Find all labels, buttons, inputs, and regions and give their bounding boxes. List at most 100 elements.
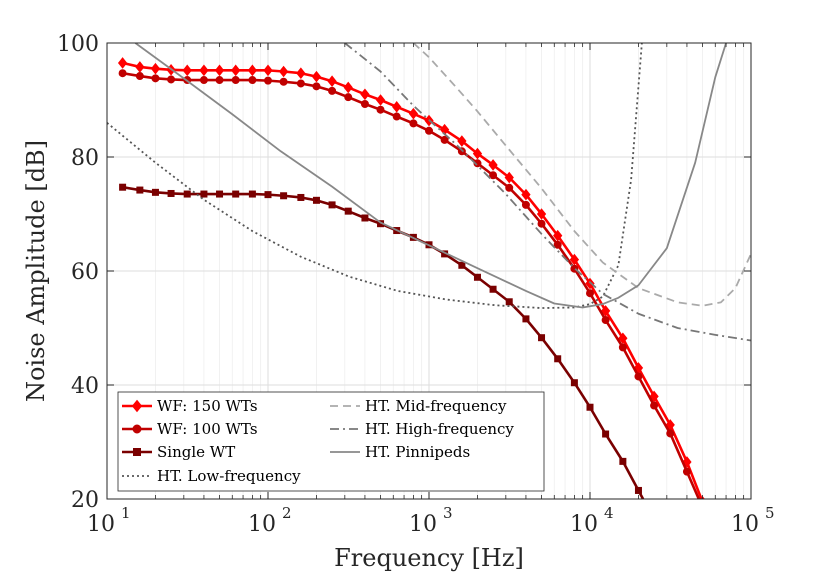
data-point (569, 253, 580, 266)
data-point (504, 171, 514, 184)
series-ht-mid-frequency (412, 43, 751, 307)
data-point (538, 334, 546, 342)
data-point (135, 61, 145, 73)
data-point (296, 67, 306, 80)
data-point (554, 355, 562, 363)
data-point (328, 86, 337, 95)
x-tick-label: 10 (248, 512, 276, 537)
data-point (119, 183, 127, 191)
data-point (553, 240, 562, 249)
data-point (666, 429, 675, 438)
data-point (570, 379, 578, 387)
data-point (618, 332, 628, 345)
y-tick-label: 20 (71, 488, 99, 513)
data-point (586, 403, 594, 411)
x-tick-label: 10 (409, 512, 437, 537)
data-point (375, 94, 386, 106)
legend-marker (132, 424, 142, 434)
axis-ticks (106, 42, 752, 500)
legend: WF: 150 WTs WF: 100 WTs Single WT HT. Low-f… (117, 391, 545, 492)
data-point (199, 76, 208, 85)
legend-entry: HT. Mid-frequency (330, 397, 507, 415)
data-point (231, 76, 240, 85)
legend-marker (131, 399, 143, 413)
data-point (649, 390, 659, 403)
x-tick-exponent: 5 (765, 504, 775, 522)
data-point (536, 208, 547, 220)
data-point (634, 486, 642, 494)
series-line (134, 43, 727, 309)
data-point (247, 64, 258, 77)
legend-label: HT. Low-frequency (157, 467, 301, 485)
data-point (279, 77, 288, 86)
legend-label: HT. Pinnipeds (365, 443, 470, 461)
data-point (650, 401, 659, 410)
data-point (328, 201, 336, 209)
legend-label: HT. Mid-frequency (365, 397, 507, 415)
data-point (216, 190, 224, 198)
data-point (457, 135, 467, 147)
legend-entry: HT. High-frequency (330, 420, 514, 438)
x-axis-title: Frequency [Hz] (334, 544, 524, 572)
data-point (297, 193, 305, 201)
data-point (376, 105, 385, 114)
data-point (489, 285, 497, 293)
data-point (182, 64, 192, 77)
y-tick-label: 40 (71, 374, 99, 399)
data-point (409, 119, 418, 128)
data-point (392, 112, 401, 121)
data-point (263, 64, 273, 77)
legend-label: HT. High-frequency (365, 420, 514, 438)
data-point (361, 214, 369, 222)
data-point (425, 126, 433, 135)
data-point (634, 372, 643, 381)
data-point (360, 88, 370, 101)
data-point (537, 219, 546, 228)
series-wf-150-wts (117, 57, 705, 499)
data-point (232, 190, 240, 198)
data-point (199, 64, 209, 77)
data-point (312, 82, 321, 91)
legend-entry: HT. Low-frequency (122, 467, 301, 485)
data-point (248, 190, 256, 198)
x-tick-exponent: 1 (121, 504, 131, 522)
x-tick-label: 10 (87, 512, 115, 537)
series-group (107, 43, 751, 499)
data-point (118, 69, 127, 78)
series-ht-pinnipeds (134, 43, 727, 309)
data-point (150, 62, 161, 75)
data-point (505, 183, 514, 192)
series-line (344, 43, 751, 342)
axis-tick-labels: 20 40 60 80 100 10 1 10 2 10 3 10 4 10 5 (57, 32, 775, 537)
legend-box (117, 391, 545, 492)
data-point (585, 277, 595, 290)
data-point (473, 273, 481, 281)
data-point (505, 298, 513, 306)
data-point (135, 72, 144, 81)
legend-label: WF: 100 WTs (157, 420, 258, 438)
data-point (344, 93, 353, 102)
series-ht-low-frequency (107, 43, 643, 309)
x-tick-exponent: 4 (604, 504, 614, 522)
x-tick-exponent: 3 (443, 504, 453, 522)
series-line (107, 43, 643, 309)
x-tick-label: 10 (570, 512, 598, 537)
legend-entry: WF: 100 WTs (122, 420, 258, 438)
data-point (360, 99, 369, 108)
data-point (682, 467, 691, 476)
x-tick-exponent: 2 (282, 504, 292, 522)
data-point (619, 457, 627, 465)
y-tick-label: 60 (71, 260, 99, 285)
data-point (167, 75, 176, 84)
data-point (312, 196, 320, 204)
data-point (521, 188, 531, 201)
data-point (488, 159, 498, 171)
data-point (215, 76, 224, 85)
data-point (278, 65, 289, 78)
data-point (311, 70, 322, 83)
data-point (440, 135, 449, 144)
data-point (522, 315, 530, 323)
data-point (602, 430, 610, 438)
